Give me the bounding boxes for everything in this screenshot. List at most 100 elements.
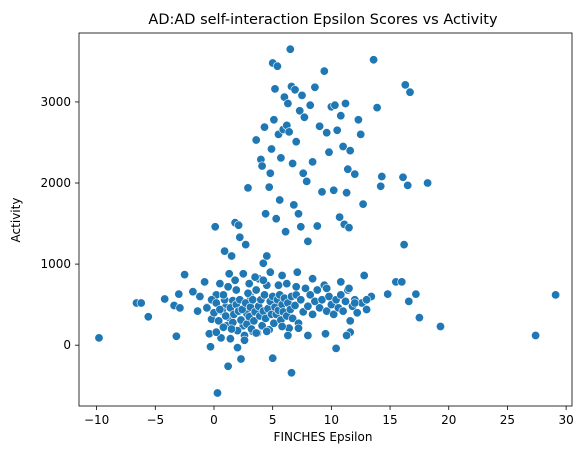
data-point — [305, 290, 315, 300]
data-point — [356, 129, 366, 139]
data-point — [235, 232, 245, 242]
y-axis-label: Activity — [9, 198, 23, 243]
data-point — [240, 335, 250, 345]
x-tick-label: −10 — [84, 413, 109, 427]
data-point — [405, 87, 415, 97]
data-point — [350, 169, 360, 179]
data-point — [343, 164, 353, 174]
data-point — [315, 121, 325, 131]
data-point — [283, 330, 293, 340]
y-tick-label: 0 — [63, 338, 71, 352]
data-point — [335, 212, 345, 222]
data-point — [289, 200, 299, 210]
data-point — [338, 306, 348, 316]
data-point — [277, 270, 287, 280]
data-point — [342, 330, 352, 340]
data-point — [344, 283, 354, 293]
x-axis-ticks: −10 −5 0 5 10 15 20 25 30 — [84, 406, 574, 427]
data-point — [143, 312, 153, 322]
data-point — [312, 221, 322, 231]
data-point — [312, 285, 322, 295]
data-point — [213, 388, 223, 398]
data-point — [293, 209, 303, 219]
data-point — [273, 280, 283, 290]
data-point — [288, 313, 298, 323]
data-point — [336, 111, 346, 121]
data-point — [369, 55, 379, 65]
data-point — [332, 125, 342, 135]
data-point — [310, 82, 320, 92]
data-point — [296, 295, 306, 305]
data-point — [317, 187, 327, 197]
data-point — [296, 222, 306, 232]
data-point — [362, 304, 372, 314]
x-tick-label: 10 — [324, 413, 339, 427]
data-point — [136, 298, 146, 308]
data-point — [218, 322, 228, 332]
data-point — [202, 303, 212, 313]
data-point — [225, 334, 235, 344]
data-point — [241, 240, 251, 250]
data-point — [174, 289, 184, 299]
data-point — [193, 306, 203, 316]
data-point — [234, 220, 244, 230]
data-point — [251, 328, 261, 338]
data-point — [359, 270, 369, 280]
data-point — [206, 342, 216, 352]
data-point — [423, 178, 433, 188]
data-point — [171, 331, 181, 341]
data-point — [400, 80, 410, 90]
data-point — [308, 157, 318, 167]
data-point — [248, 295, 258, 305]
data-point — [227, 251, 237, 261]
data-point — [285, 44, 295, 54]
data-point — [551, 290, 561, 300]
data-point — [329, 309, 339, 319]
data-point — [297, 90, 307, 100]
data-point — [320, 329, 330, 339]
data-point — [322, 128, 332, 138]
data-point — [276, 153, 286, 163]
data-point — [331, 343, 341, 353]
data-point — [250, 272, 260, 282]
data-point — [324, 147, 334, 157]
data-point — [223, 282, 233, 292]
data-point — [282, 279, 292, 289]
data-point — [291, 137, 301, 147]
data-point — [383, 289, 393, 299]
data-point — [215, 304, 225, 314]
data-point — [303, 301, 313, 311]
data-point — [284, 127, 294, 137]
data-point — [265, 168, 275, 178]
data-point — [414, 313, 424, 323]
x-tick-label: 25 — [500, 413, 515, 427]
data-point — [336, 277, 346, 287]
data-point — [345, 316, 355, 326]
x-axis-label: FINCHES Epsilon — [274, 430, 373, 444]
data-point — [377, 172, 387, 182]
y-tick-label: 1000 — [40, 257, 71, 271]
data-point — [308, 309, 318, 319]
data-point — [195, 291, 205, 301]
data-point — [300, 283, 310, 293]
data-point — [352, 308, 362, 318]
data-point — [261, 209, 271, 219]
data-point — [230, 275, 240, 285]
data-point — [295, 106, 305, 116]
data-point — [268, 353, 278, 363]
data-point — [236, 354, 246, 364]
data-point — [244, 279, 254, 289]
data-point — [272, 61, 282, 71]
data-point — [298, 168, 308, 178]
x-tick-label: 30 — [558, 413, 573, 427]
data-point — [286, 368, 296, 378]
data-point — [200, 277, 210, 287]
data-point — [262, 326, 272, 336]
data-point — [220, 246, 230, 256]
data-point — [243, 288, 253, 298]
data-point — [322, 283, 332, 293]
data-point — [342, 188, 352, 198]
data-point — [238, 269, 248, 279]
data-point — [270, 84, 280, 94]
y-axis-ticks: 0 1000 2000 3000 — [40, 95, 79, 352]
